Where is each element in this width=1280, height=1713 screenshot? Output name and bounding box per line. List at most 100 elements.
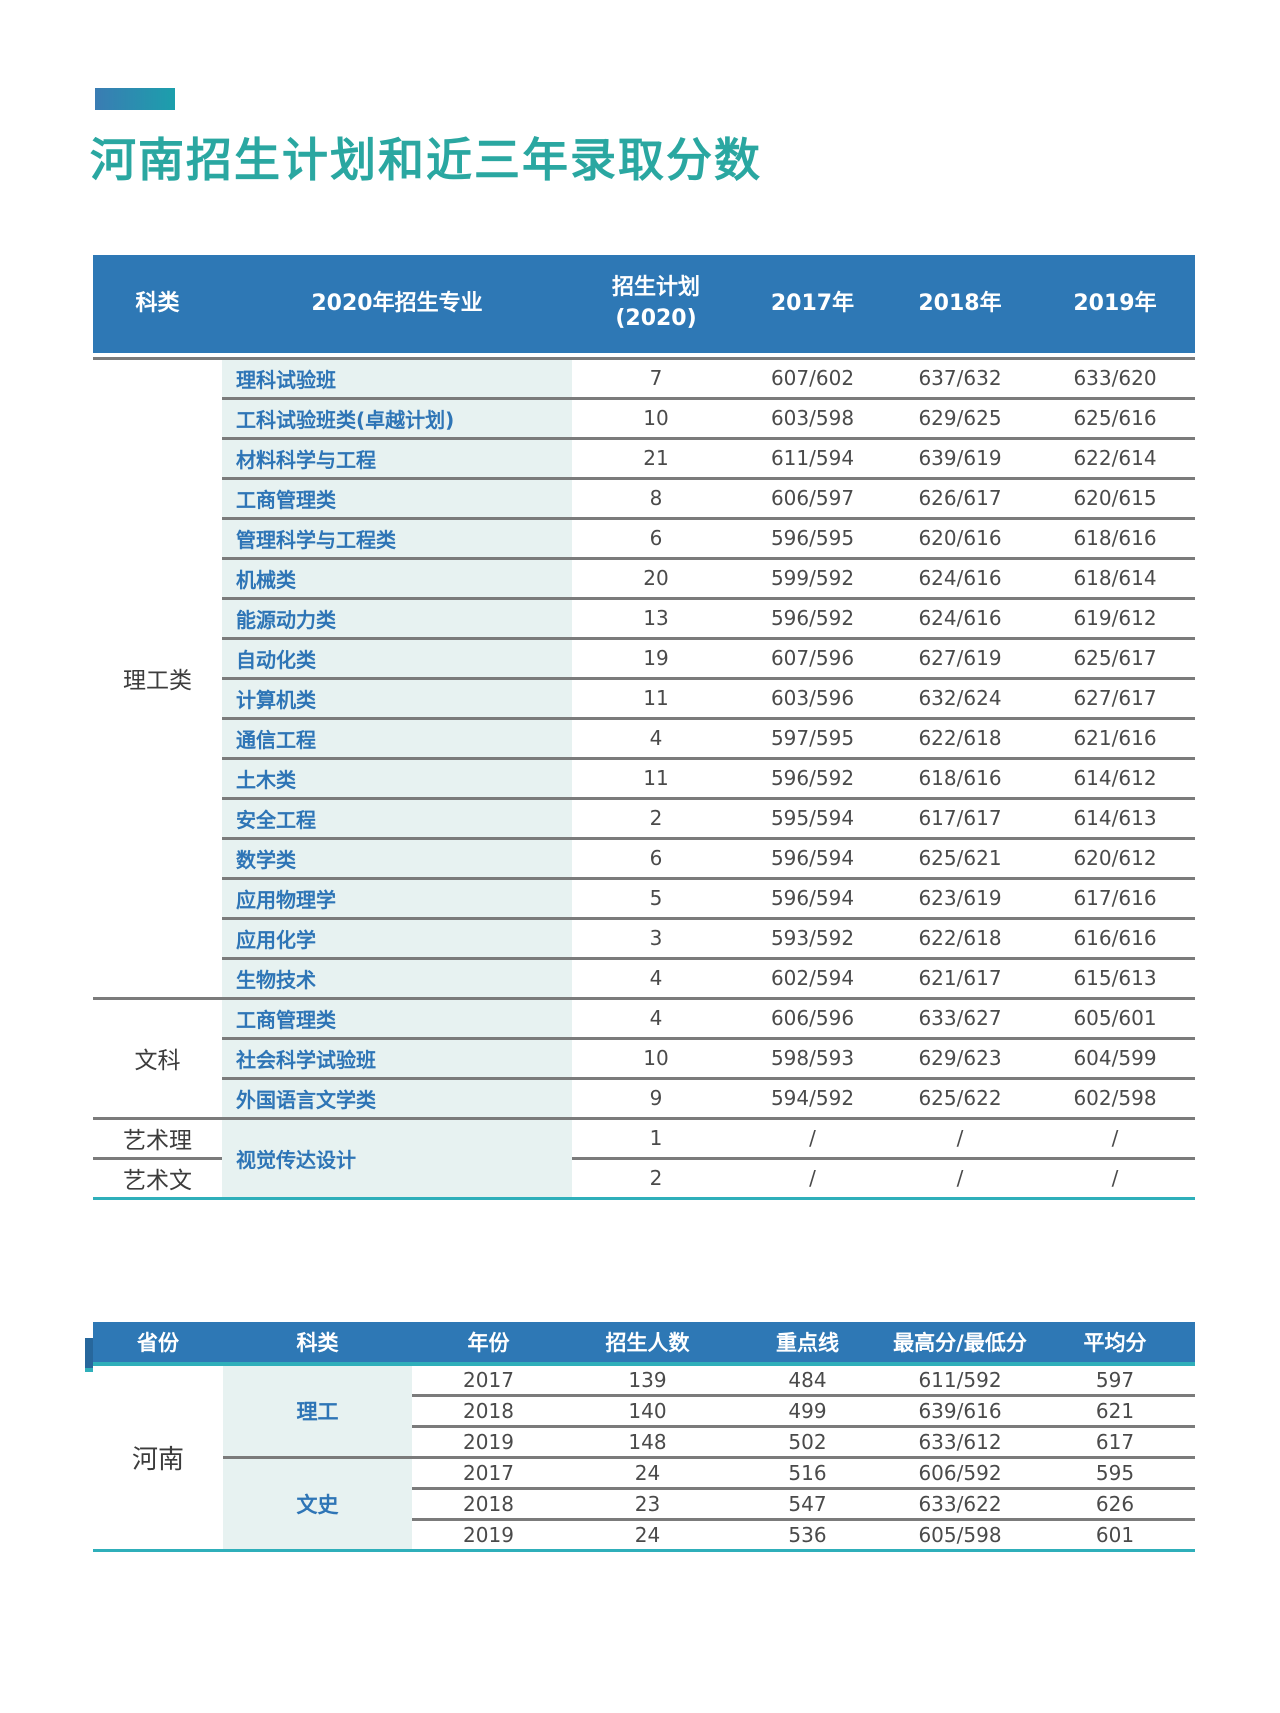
table-row: 数学类 6 596/594 625/621 620/612 [93,836,1195,878]
year-cell: 2019 [412,1424,565,1457]
plan-count-cell: 21 [572,436,740,478]
plan-count-cell: 13 [572,596,740,638]
plan-count-cell: 2 [572,1156,740,1198]
average-cell: 626 [1035,1486,1195,1519]
table-row: 工商管理类 8 606/597 626/617 620/615 [93,476,1195,518]
score-2017-cell: 596/592 [740,596,885,638]
score-2017-cell: 607/596 [740,636,885,678]
plan-count-cell: 11 [572,756,740,798]
category-cell: 艺术理 [93,1116,222,1158]
score-2019-cell: 618/616 [1035,516,1195,558]
table-row: 机械类 20 599/592 624/616 618/614 [93,556,1195,598]
column-header-2018: 2018年 [885,255,1035,353]
score-2018-cell: 629/625 [885,396,1035,438]
score-2017-cell: 602/594 [740,956,885,998]
enrolled-cell: 140 [565,1393,730,1426]
table-row: 应用物理学 5 596/594 623/619 617/616 [93,876,1195,918]
major-cell: 安全工程 [222,796,572,838]
column-header-plan: 招生计划 (2020) [572,255,740,353]
score-2019-cell: 605/601 [1035,996,1195,1038]
score-2019-cell: 604/599 [1035,1036,1195,1078]
score-2018-cell: 629/623 [885,1036,1035,1078]
major-cell: 外国语言文学类 [222,1076,572,1118]
score-2019-cell: 618/614 [1035,556,1195,598]
score-2019-cell: 619/612 [1035,596,1195,638]
score-2017-cell: 606/596 [740,996,885,1038]
plan-count-cell: 6 [572,516,740,558]
score-2018-cell: 633/627 [885,996,1035,1038]
keyline-cell: 547 [730,1486,885,1519]
table-row: 管理科学与工程类 6 596/595 620/616 618/616 [93,516,1195,558]
plan-count-cell: 10 [572,396,740,438]
plan-header-line2: (2020) [615,306,697,331]
score-2019-cell: / [1035,1156,1195,1198]
enrolled-cell: 24 [565,1455,730,1488]
column-header-enrolled: 招生人数 [565,1322,730,1366]
score-2019-cell: 625/617 [1035,636,1195,678]
admission-plan-table-header: 科类 2020年招生专业 招生计划 (2020) 2017年 2018年 2019… [93,255,1195,353]
score-2019-cell: 614/612 [1035,756,1195,798]
keyline-cell: 502 [730,1424,885,1457]
province-score-table-header: 省份 科类 年份 招生人数 重点线 最高分/最低分 平均分 [93,1322,1195,1366]
score-2018-cell: 617/617 [885,796,1035,838]
score-2017-cell: 596/595 [740,516,885,558]
table-row: 2018 23 547 633/622 626 [93,1486,1195,1519]
table-row: 通信工程 4 597/595 622/618 621/616 [93,716,1195,758]
category-cell: 文史 [223,1455,412,1550]
table-row: 材料科学与工程 21 611/594 639/619 622/614 [93,436,1195,478]
score-2018-cell: 625/622 [885,1076,1035,1118]
score-2019-cell: 617/616 [1035,876,1195,918]
score-2018-cell: 624/616 [885,556,1035,598]
plan-count-cell: 10 [572,1036,740,1078]
highlow-cell: 606/592 [885,1455,1035,1488]
table-row: 2018 140 499 639/616 621 [93,1393,1195,1426]
year-cell: 2017 [412,1455,565,1488]
score-2018-cell: 622/618 [885,716,1035,758]
major-cell: 生物技术 [222,956,572,998]
plan-count-cell: 4 [572,716,740,758]
major-cell: 视觉传达设计 [222,1116,572,1198]
plan-count-cell: 19 [572,636,740,678]
table-row: 理工类 理科试验班 7 607/602 637/632 633/620 [93,356,1195,998]
page-title: 河南招生计划和近三年录取分数 [90,133,762,187]
score-2019-cell: 620/612 [1035,836,1195,878]
score-2018-cell: / [885,1116,1035,1158]
score-2018-cell: 618/616 [885,756,1035,798]
table-row: 社会科学试验班 10 598/593 629/623 604/599 [93,1036,1195,1078]
major-cell: 管理科学与工程类 [222,516,572,558]
column-header-major: 2020年招生专业 [222,255,572,353]
score-2018-cell: 639/619 [885,436,1035,478]
major-cell: 自动化类 [222,636,572,678]
admission-plan-table: 科类 2020年招生专业 招生计划 (2020) 2017年 2018年 2019… [93,255,1195,1200]
category-cell: 理工 [223,1364,412,1457]
table-row: 2019 24 536 605/598 601 [93,1517,1195,1550]
score-2019-cell: 627/617 [1035,676,1195,718]
major-cell: 工科试验班类(卓越计划) [222,396,572,438]
major-cell: 通信工程 [222,716,572,758]
average-cell: 595 [1035,1455,1195,1488]
plan-count-cell: 1 [572,1116,740,1158]
enrolled-cell: 23 [565,1486,730,1519]
plan-count-cell: 2 [572,796,740,838]
category-cell: 文科 [93,996,222,1118]
header-gap-row [93,353,1195,358]
score-2017-cell: 606/597 [740,476,885,518]
table-row: 文史 2017 24 516 606/592 595 [93,1455,1195,1550]
score-2019-cell: 602/598 [1035,1076,1195,1118]
table-row: 河南 理工 2017 139 484 611/592 597 [93,1364,1195,1550]
plan-count-cell: 7 [572,356,740,398]
highlow-cell: 633/622 [885,1486,1035,1519]
category-cell: 理工类 [93,356,222,998]
score-2019-cell: 625/616 [1035,396,1195,438]
category-cell: 艺术文 [93,1156,222,1198]
column-header-keyline: 重点线 [730,1322,885,1366]
column-header-average: 平均分 [1035,1322,1195,1366]
plan-count-cell: 4 [572,956,740,998]
major-cell: 能源动力类 [222,596,572,638]
table2-underline-extension [85,1368,93,1372]
year-cell: 2017 [463,1367,514,1392]
enrolled-cell: 24 [565,1517,730,1550]
year-cell: 2019 [412,1517,565,1550]
major-cell: 材料科学与工程 [222,436,572,478]
table-row: 工科试验班类(卓越计划) 10 603/598 629/625 625/616 [93,396,1195,438]
